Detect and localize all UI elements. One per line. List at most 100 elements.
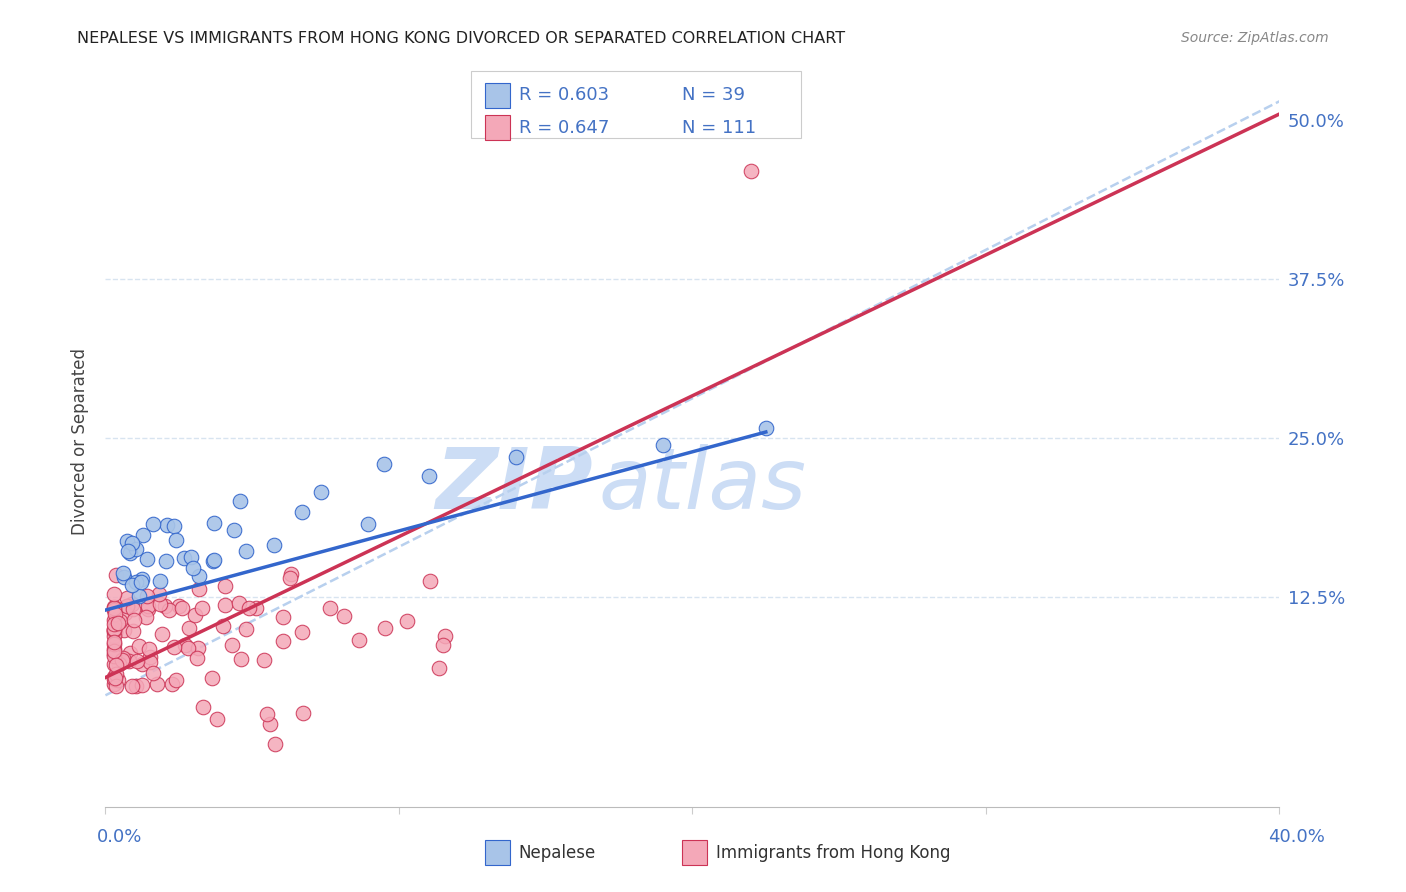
Point (263, 538, 285, 552)
Point (419, 574, 441, 588)
Point (108, 614, 131, 628)
Point (112, 570, 135, 584)
Point (104, 679, 127, 693)
Point (183, 561, 205, 575)
Point (156, 517, 179, 532)
Text: 40.0%: 40.0% (1268, 828, 1324, 846)
Point (103, 623, 125, 637)
Point (103, 635, 125, 649)
Point (162, 677, 184, 691)
Point (103, 642, 125, 657)
Point (253, 653, 276, 667)
Point (177, 641, 200, 656)
Point (155, 599, 177, 613)
Point (103, 603, 125, 617)
Point (139, 655, 162, 669)
Point (309, 485, 332, 500)
Point (104, 657, 127, 672)
Point (115, 599, 138, 614)
Point (256, 707, 278, 722)
Point (117, 543, 139, 558)
Point (132, 528, 155, 542)
Point (103, 637, 125, 651)
Point (202, 553, 225, 567)
Point (191, 601, 214, 615)
Point (238, 600, 260, 615)
Point (214, 579, 236, 593)
Point (103, 617, 125, 632)
Point (103, 625, 125, 640)
Point (136, 602, 159, 616)
Point (103, 670, 125, 684)
Point (125, 574, 148, 589)
Point (205, 712, 228, 726)
Point (278, 571, 301, 585)
Point (118, 546, 141, 560)
Point (136, 599, 159, 613)
Text: Nepalese: Nepalese (519, 844, 596, 862)
Text: N = 111: N = 111 (682, 119, 756, 136)
Point (107, 657, 129, 671)
Point (235, 622, 257, 636)
Point (271, 610, 294, 624)
Point (273, 633, 295, 648)
Point (395, 615, 418, 629)
Point (135, 589, 157, 603)
Point (103, 629, 125, 643)
Point (188, 582, 211, 596)
Point (121, 624, 143, 638)
Point (162, 640, 184, 654)
Point (222, 523, 245, 537)
Point (228, 596, 250, 610)
Point (103, 649, 125, 664)
Point (104, 625, 127, 640)
Point (121, 597, 143, 611)
Point (111, 651, 134, 665)
Point (193, 699, 215, 714)
Point (111, 652, 134, 666)
Point (115, 599, 138, 613)
Point (186, 651, 208, 665)
Point (357, 517, 380, 532)
Point (505, 450, 527, 465)
Point (114, 606, 136, 620)
Point (165, 533, 187, 547)
Point (104, 671, 127, 685)
Point (187, 569, 209, 583)
Point (280, 566, 302, 581)
Point (128, 639, 150, 653)
Point (111, 566, 134, 580)
Point (374, 622, 396, 636)
Point (121, 536, 143, 550)
Point (150, 626, 173, 640)
Point (229, 494, 252, 508)
Text: Source: ZipAtlas.com: Source: ZipAtlas.com (1181, 31, 1329, 45)
Point (107, 615, 129, 630)
Point (652, 438, 675, 452)
Point (146, 676, 169, 690)
Point (333, 609, 356, 624)
Point (187, 640, 209, 655)
Point (318, 600, 340, 615)
Point (103, 622, 125, 636)
Point (263, 737, 285, 751)
Point (142, 517, 165, 532)
Point (235, 543, 257, 558)
Point (245, 600, 267, 615)
Point (427, 660, 450, 674)
Point (103, 613, 125, 627)
Point (104, 667, 127, 681)
Point (177, 621, 200, 635)
Point (149, 574, 172, 589)
Point (103, 624, 125, 638)
Point (155, 554, 177, 568)
Point (174, 638, 197, 652)
Point (214, 599, 236, 613)
Point (125, 679, 148, 693)
Point (291, 625, 314, 640)
Point (131, 572, 153, 586)
Point (433, 629, 456, 643)
Point (129, 575, 152, 590)
Point (136, 551, 159, 566)
Point (292, 706, 315, 720)
